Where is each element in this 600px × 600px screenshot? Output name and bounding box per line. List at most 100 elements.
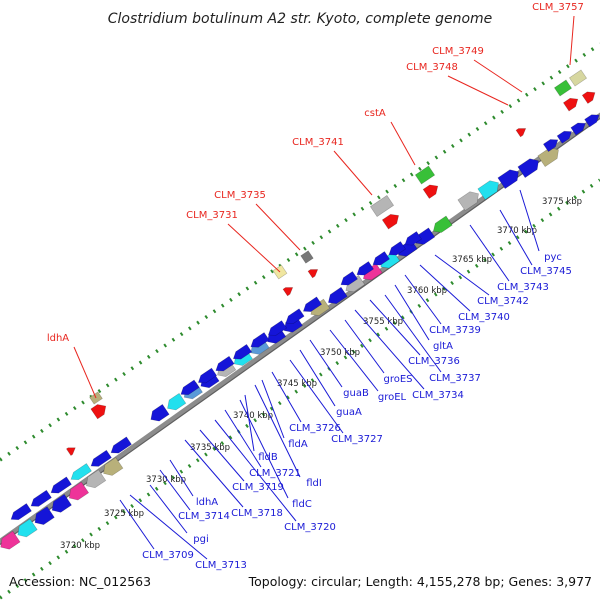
gene-lane-a-0: [0, 530, 21, 550]
bottom-gene-label: ldhA: [169, 459, 218, 508]
svg-text:groEL: groEL: [378, 392, 407, 403]
gene-upper-a-2: [50, 476, 72, 494]
bottom-gene-label: CLM_3709: [119, 499, 194, 561]
svg-text:pyc: pyc: [544, 252, 562, 263]
genome-summary: Topology: circular; Length: 4,155,278 bp…: [248, 574, 592, 589]
bottom-gene-label: pgi: [149, 484, 209, 545]
gene-ldhA: [90, 404, 107, 420]
gene-lane-c-1: [327, 286, 348, 305]
kbp-tick-label: 3735 kbp: [190, 443, 230, 453]
svg-text:CLM_3734: CLM_3734: [412, 390, 464, 401]
svg-text:CLM_3720: CLM_3720: [284, 522, 336, 533]
gene-upper-d-1: [556, 130, 573, 144]
gene-clm3757-d: [581, 91, 596, 104]
kbp-tick-label: 3740 kbp: [233, 411, 273, 421]
gene-upper-b-7: [302, 296, 323, 312]
gene-upper-b-1: [197, 367, 218, 384]
bottom-gene-label: CLM_3727: [289, 359, 383, 445]
kbp-tick-label: 3745 kbp: [277, 379, 317, 389]
svg-text:guaA: guaA: [336, 407, 362, 418]
svg-text:CLM_3739: CLM_3739: [429, 325, 481, 336]
gene-lane-d-1: [477, 180, 499, 201]
gene-upper-b-0: [180, 379, 200, 396]
kbp-tick-label: 3725 kbp: [104, 509, 144, 519]
top-gene-label: CLM_3741: [292, 137, 373, 196]
bottom-gene-labels: CLM_3709CLM_3713pgiCLM_3714ldhACLM_3718C…: [119, 189, 572, 571]
gene-clm3757-c: [562, 97, 579, 112]
gene-upper-d-3: [584, 114, 600, 128]
svg-text:CLM_3714: CLM_3714: [178, 511, 230, 522]
bottom-gene-label: pyc: [519, 189, 562, 263]
gene-upper-a-1: [30, 489, 52, 507]
svg-text:CLM_3718: CLM_3718: [231, 508, 283, 519]
gene-upper-b-5: [267, 320, 288, 336]
bottom-gene-label: groEL: [329, 329, 407, 403]
bottom-gene-label: CLM_3745: [499, 209, 572, 277]
svg-text:CLM_3726: CLM_3726: [289, 423, 341, 434]
feature-track-guides: [0, 42, 600, 600]
kbp-tick-label: 3750 kbp: [320, 348, 360, 358]
gene-upper-b-4: [250, 332, 270, 348]
kbp-tick-label: 3770 kbp: [497, 226, 537, 236]
bottom-gene-label: CLM_3743: [469, 224, 549, 293]
gene-upper-c-3: [388, 241, 406, 256]
svg-text:CLM_3709: CLM_3709: [142, 550, 194, 561]
svg-text:CLM_3749: CLM_3749: [432, 46, 484, 57]
svg-text:fldI: fldI: [306, 478, 322, 489]
gene-clm3741: [369, 195, 395, 217]
top-gene-label: CLM_3735: [214, 190, 301, 251]
svg-text:cstA: cstA: [364, 108, 386, 119]
svg-text:ldhA: ldhA: [47, 333, 69, 344]
top-gene-label: CLM_3731: [186, 210, 281, 273]
bottom-gene-label: fldI: [254, 384, 322, 489]
gene-upper-c-1: [356, 261, 374, 276]
gene-lane-b-1: [167, 392, 187, 411]
gene-lane-d-0: [457, 191, 479, 212]
gene-lane-a-6: [103, 457, 124, 476]
gene-clm3748: [515, 128, 527, 138]
gene-upper-d-0: [542, 139, 559, 153]
bottom-gene-label: CLM_3713: [129, 494, 247, 571]
svg-text:CLM_3719: CLM_3719: [232, 482, 284, 493]
bottom-gene-label: CLM_3740: [419, 264, 510, 323]
gene-upper-c-2: [372, 251, 390, 266]
gene-upper-a-4: [90, 449, 112, 467]
kbp-tick-label: 3720 kbp: [60, 541, 100, 551]
gene-lane-c-6: [415, 227, 436, 245]
gene-upper-a-3: [70, 463, 92, 481]
gene-lane-b-0: [150, 404, 170, 422]
bottom-gene-label: CLM_3737: [384, 294, 481, 384]
gene-lane-a-5: [86, 469, 107, 489]
top-gene-label: CLM_3748: [406, 62, 509, 106]
svg-text:CLM_3735: CLM_3735: [214, 190, 266, 201]
gene-upper-b-3: [232, 343, 253, 360]
gene-clm3735-b: [307, 269, 319, 279]
top-gene-labels: ldhA CLM_3731 CLM_3735 CLM_3741 cstA CLM_3748…: [47, 2, 584, 399]
kbp-tick-label: 3765 kbp: [452, 255, 492, 265]
gene-lane-a-2: [34, 506, 55, 525]
top-gene-label: CLM_3757: [532, 2, 584, 66]
svg-text:CLM_3742: CLM_3742: [477, 296, 529, 307]
svg-text:CLM_3727: CLM_3727: [331, 434, 383, 445]
kbp-scale: 3720 kbp 3725 kbp 3730 kbp 3735 kbp 3740 kbp…: [60, 197, 582, 551]
bottom-gene-label: fldA: [261, 379, 308, 450]
gene-lane-a-3: [51, 493, 72, 513]
svg-text:CLM_3743: CLM_3743: [497, 282, 549, 293]
gene-lane-a-1: [17, 518, 38, 538]
svg-text:CLM_3757: CLM_3757: [532, 2, 584, 13]
svg-text:gltA: gltA: [433, 341, 453, 352]
gene-clm3757-b: [568, 69, 588, 87]
svg-text:fldC: fldC: [292, 499, 312, 510]
bottom-gene-label: CLM_3736: [369, 299, 460, 367]
bottom-gene-label: CLM_3742: [434, 254, 529, 307]
gene-upper-a-0: [10, 503, 32, 521]
accession-label: Accession: NC_012563: [9, 574, 151, 589]
gene-upper-b-6: [285, 308, 305, 324]
svg-text:groES: groES: [383, 374, 412, 385]
gene-features: [0, 69, 600, 550]
gene-small-red: [66, 447, 76, 456]
bottom-gene-label: CLM_3734: [354, 309, 464, 401]
bottom-gene-label: CLM_3726: [271, 371, 341, 434]
bottom-gene-label: CLM_3714: [159, 469, 230, 522]
gene-lane-d-3: [517, 158, 539, 179]
